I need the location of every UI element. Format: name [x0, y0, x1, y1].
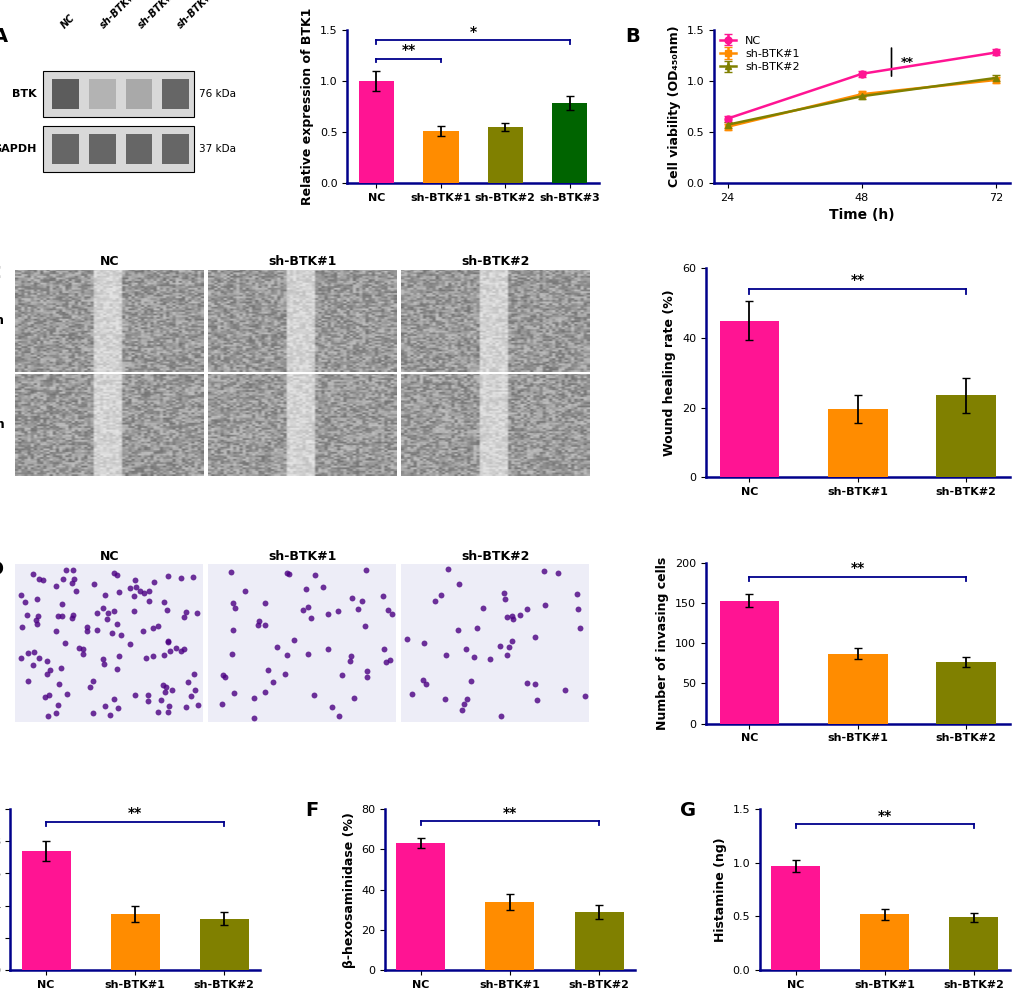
Text: GAPDH: GAPDH [0, 144, 37, 154]
Bar [44, 71, 194, 117]
Text: C: C [0, 264, 1, 283]
Text: **: ** [900, 56, 912, 69]
Text: sh-BTK#2: sh-BTK#2 [137, 0, 180, 30]
Bar [949, 917, 998, 970]
Bar [423, 131, 459, 183]
Y-axis label: Histamine (ng): Histamine (ng) [713, 837, 727, 942]
Text: 0 h: 0 h [0, 314, 4, 327]
Text: **: ** [401, 43, 416, 57]
Bar [52, 79, 78, 109]
Text: **: ** [502, 806, 517, 820]
Y-axis label: Relative expression of BTK1: Relative expression of BTK1 [302, 8, 314, 205]
Legend: NC, sh-BTK#1, sh-BTK#2: NC, sh-BTK#1, sh-BTK#2 [719, 36, 799, 72]
Bar [125, 79, 152, 109]
Bar [551, 103, 587, 183]
Text: BTK: BTK [12, 89, 37, 99]
Bar [110, 914, 160, 970]
Text: **: ** [877, 809, 891, 823]
Bar [859, 914, 909, 970]
Text: NC: NC [59, 12, 76, 30]
Bar [396, 843, 445, 970]
Text: sh-BTK#1: sh-BTK#1 [268, 255, 336, 268]
Bar [719, 321, 779, 477]
Y-axis label: Wound healing rate (%): Wound healing rate (%) [662, 290, 676, 456]
Bar [89, 79, 115, 109]
Bar [89, 134, 115, 164]
Y-axis label: Cell viability (OD₄₅₀nm): Cell viability (OD₄₅₀nm) [667, 26, 681, 187]
Text: sh-BTK#1: sh-BTK#1 [98, 0, 142, 30]
Bar [827, 409, 887, 477]
Text: sh-BTK#3: sh-BTK#3 [175, 0, 219, 30]
Text: sh-BTK#1: sh-BTK#1 [268, 550, 336, 563]
Bar [719, 601, 779, 724]
Text: *: * [469, 25, 476, 39]
Text: **: ** [850, 273, 864, 287]
Bar [125, 134, 152, 164]
Text: D: D [0, 560, 3, 579]
Text: sh-BTK#2: sh-BTK#2 [462, 550, 530, 563]
Bar [162, 79, 189, 109]
Bar [200, 919, 249, 970]
Bar [359, 81, 393, 183]
Bar [44, 126, 194, 172]
Y-axis label: β-hexosaminidase (%): β-hexosaminidase (%) [342, 812, 356, 968]
X-axis label: Time (h): Time (h) [828, 208, 894, 222]
Text: A: A [0, 27, 7, 46]
Text: sh-BTK#2: sh-BTK#2 [462, 255, 530, 268]
Text: **: ** [850, 561, 864, 575]
Bar [770, 866, 819, 970]
Bar [935, 662, 995, 724]
Bar [21, 851, 70, 970]
Text: G: G [680, 801, 695, 820]
Text: NC: NC [99, 255, 119, 268]
Text: B: B [625, 27, 640, 46]
Bar [935, 395, 995, 477]
Bar [485, 902, 534, 970]
Text: 76 kDa: 76 kDa [199, 89, 235, 99]
Text: F: F [305, 801, 318, 820]
Bar [574, 912, 623, 970]
Bar [162, 134, 189, 164]
Y-axis label: Number of invasing cells: Number of invasing cells [656, 557, 668, 730]
Text: 37 kDa: 37 kDa [199, 144, 235, 154]
Text: **: ** [128, 806, 142, 820]
Text: NC: NC [99, 550, 119, 563]
Text: 24 h: 24 h [0, 418, 4, 431]
Bar [487, 127, 523, 183]
Bar [827, 654, 887, 724]
Bar [52, 134, 78, 164]
